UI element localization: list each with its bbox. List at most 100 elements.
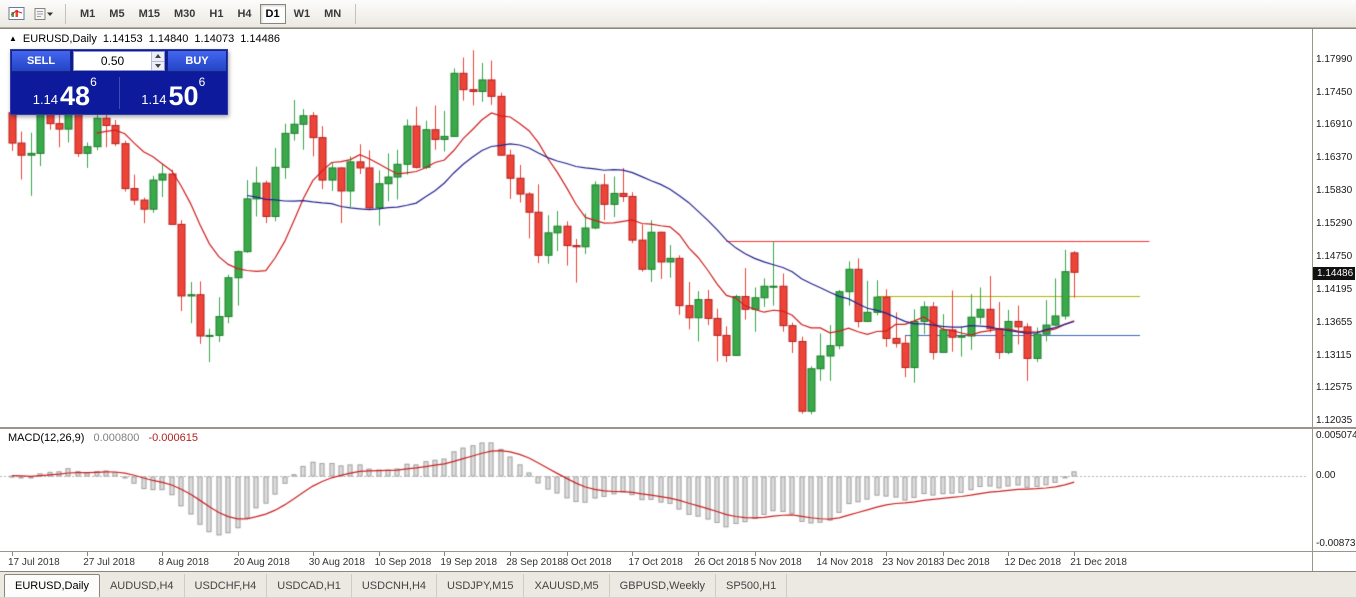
time-tick: [162, 552, 163, 556]
sell-button[interactable]: SELL: [11, 50, 71, 72]
up-arrow-icon: [155, 54, 161, 58]
date-label: 3 Dec 2018: [939, 557, 990, 568]
volume-up-button[interactable]: [152, 52, 164, 62]
date-label: 12 Dec 2018: [1004, 557, 1061, 568]
date-label: 17 Jul 2018: [8, 557, 60, 568]
date-label: 23 Nov 2018: [882, 557, 939, 568]
time-tick: [698, 552, 699, 556]
sell-price-pipette: 6: [90, 76, 97, 88]
timeframe-button-h4[interactable]: H4: [231, 4, 257, 24]
macd-name: MACD(12,26,9): [8, 432, 84, 444]
time-tick: [444, 552, 445, 556]
chart-tab-usdcad[interactable]: USDCAD,H1: [267, 574, 352, 597]
time-tick: [886, 552, 887, 556]
price-axis-label: 1.17450: [1316, 88, 1352, 98]
macd-canvas[interactable]: [0, 429, 1308, 551]
date-label: 21 Dec 2018: [1070, 557, 1127, 568]
price-axis-separator: [1312, 29, 1313, 571]
macd-axis-label: 0.00: [1316, 471, 1335, 481]
timeframe-button-mn[interactable]: MN: [318, 4, 347, 24]
timeframe-button-d1[interactable]: D1: [260, 4, 286, 24]
timeframe-bar: M1M5M15M30H1H4D1W1MN: [73, 4, 348, 24]
price-axis-label: 1.14195: [1316, 285, 1352, 295]
date-label: 17 Oct 2018: [628, 557, 682, 568]
ohlc-low: 1.14073: [194, 33, 234, 45]
price-axis-label: 1.13115: [1316, 351, 1351, 361]
time-tick: [379, 552, 380, 556]
timeframe-button-m1[interactable]: M1: [74, 4, 101, 24]
one-click-toggle-icon[interactable]: ▲: [9, 35, 17, 43]
price-axis-label: 1.17990: [1316, 55, 1352, 65]
time-tick: [238, 552, 239, 556]
chart-tabs: EURUSD,DailyAUDUSD,H4USDCHF,H4USDCAD,H1U…: [0, 572, 1356, 597]
chart-symbol-title: EURUSD,Daily: [23, 33, 97, 45]
timeframe-button-m5[interactable]: M5: [103, 4, 130, 24]
date-label: 8 Aug 2018: [158, 557, 209, 568]
chart-tab-xauusd[interactable]: XAUUSD,M5: [524, 574, 609, 597]
price-axis-label: 1.15830: [1316, 186, 1352, 196]
date-label: 10 Sep 2018: [375, 557, 432, 568]
volume-down-button[interactable]: [152, 62, 164, 71]
buy-button[interactable]: BUY: [167, 50, 227, 72]
chart-tab-eurusd[interactable]: EURUSD,Daily: [4, 574, 100, 597]
toolbar-separator: [65, 4, 66, 24]
date-label: 8 Oct 2018: [563, 557, 612, 568]
chart-template-icon[interactable]: [4, 3, 30, 25]
one-click-trading-panel: SELL 0.50 BUY 1.14 48 6: [10, 49, 228, 115]
macd-label: MACD(12,26,9) 0.000800 -0.000615: [8, 432, 198, 444]
down-arrow-icon: [155, 64, 161, 68]
chart-tab-audusd[interactable]: AUDUSD,H4: [100, 574, 185, 597]
chart-tab-gbpusd[interactable]: GBPUSD,Weekly: [610, 574, 716, 597]
price-axis-label: 1.13655: [1316, 318, 1352, 328]
date-label: 30 Aug 2018: [309, 557, 365, 568]
timeframe-button-h1[interactable]: H1: [203, 4, 229, 24]
date-label: 20 Aug 2018: [234, 557, 290, 568]
time-tick: [1008, 552, 1009, 556]
time-tick: [12, 552, 13, 556]
buy-price-display[interactable]: 1.14 50 6: [120, 72, 228, 114]
buy-price-big: 1.14: [141, 90, 166, 109]
time-tick: [1074, 552, 1075, 556]
chart-tab-usdchf[interactable]: USDCHF,H4: [185, 574, 268, 597]
timeframe-button-w1[interactable]: W1: [288, 4, 317, 24]
ohlc-close: 1.14486: [240, 33, 280, 45]
volume-value: 0.50: [74, 52, 151, 70]
indicators-dropdown-icon-glyph: [34, 6, 54, 22]
indicators-dropdown-icon[interactable]: [31, 3, 57, 25]
timeframe-button-m30[interactable]: M30: [168, 4, 201, 24]
chart-tab-usdjpy[interactable]: USDJPY,M15: [437, 574, 524, 597]
price-axis-label: 1.15290: [1316, 219, 1352, 229]
price-axis-label: 1.16910: [1316, 120, 1352, 130]
macd-axis-label: -0.00873: [1316, 539, 1355, 549]
time-tick: [632, 552, 633, 556]
time-tick: [943, 552, 944, 556]
date-label: 19 Sep 2018: [440, 557, 497, 568]
time-tick: [755, 552, 756, 556]
date-label: 14 Nov 2018: [816, 557, 873, 568]
date-label: 5 Nov 2018: [751, 557, 802, 568]
volume-field[interactable]: 0.50: [73, 51, 165, 71]
macd-axis-label: 0.005074: [1316, 431, 1356, 441]
macd-pane: MACD(12,26,9) 0.000800 -0.000615 0.00507…: [0, 429, 1356, 551]
chart-title: ▲ EURUSD,Daily 1.14153 1.14840 1.14073 1…: [9, 33, 280, 45]
time-tick: [820, 552, 821, 556]
price-axis-label: 1.12575: [1316, 383, 1352, 393]
current-price-badge: 1.14486: [1313, 267, 1355, 280]
sell-price-display[interactable]: 1.14 48 6: [11, 72, 119, 114]
macd-signal-value: -0.000615: [148, 432, 198, 444]
chart-tab-usdcnh[interactable]: USDCNH,H4: [352, 574, 437, 597]
time-tick: [510, 552, 511, 556]
mt4-application: M1M5M15M30H1H4D1W1MN ▲ EURUSD,Daily 1.14…: [0, 0, 1356, 598]
price-chart-pane: ▲ EURUSD,Daily 1.14153 1.14840 1.14073 1…: [0, 29, 1356, 427]
date-label: 27 Jul 2018: [83, 557, 135, 568]
sell-price-pips: 48: [60, 83, 90, 109]
timeframe-button-m15[interactable]: M15: [133, 4, 166, 24]
chart-tab-sp500[interactable]: SP500,H1: [716, 574, 787, 597]
buy-price-pips: 50: [169, 83, 199, 109]
ohlc-high: 1.14840: [149, 33, 189, 45]
price-axis-label: 1.12035: [1316, 416, 1352, 426]
ohlc-open: 1.14153: [103, 33, 143, 45]
date-label: 28 Sep 2018: [506, 557, 563, 568]
price-axis-label: 1.14750: [1316, 252, 1352, 262]
chart-window: ▲ EURUSD,Daily 1.14153 1.14840 1.14073 1…: [0, 28, 1356, 572]
